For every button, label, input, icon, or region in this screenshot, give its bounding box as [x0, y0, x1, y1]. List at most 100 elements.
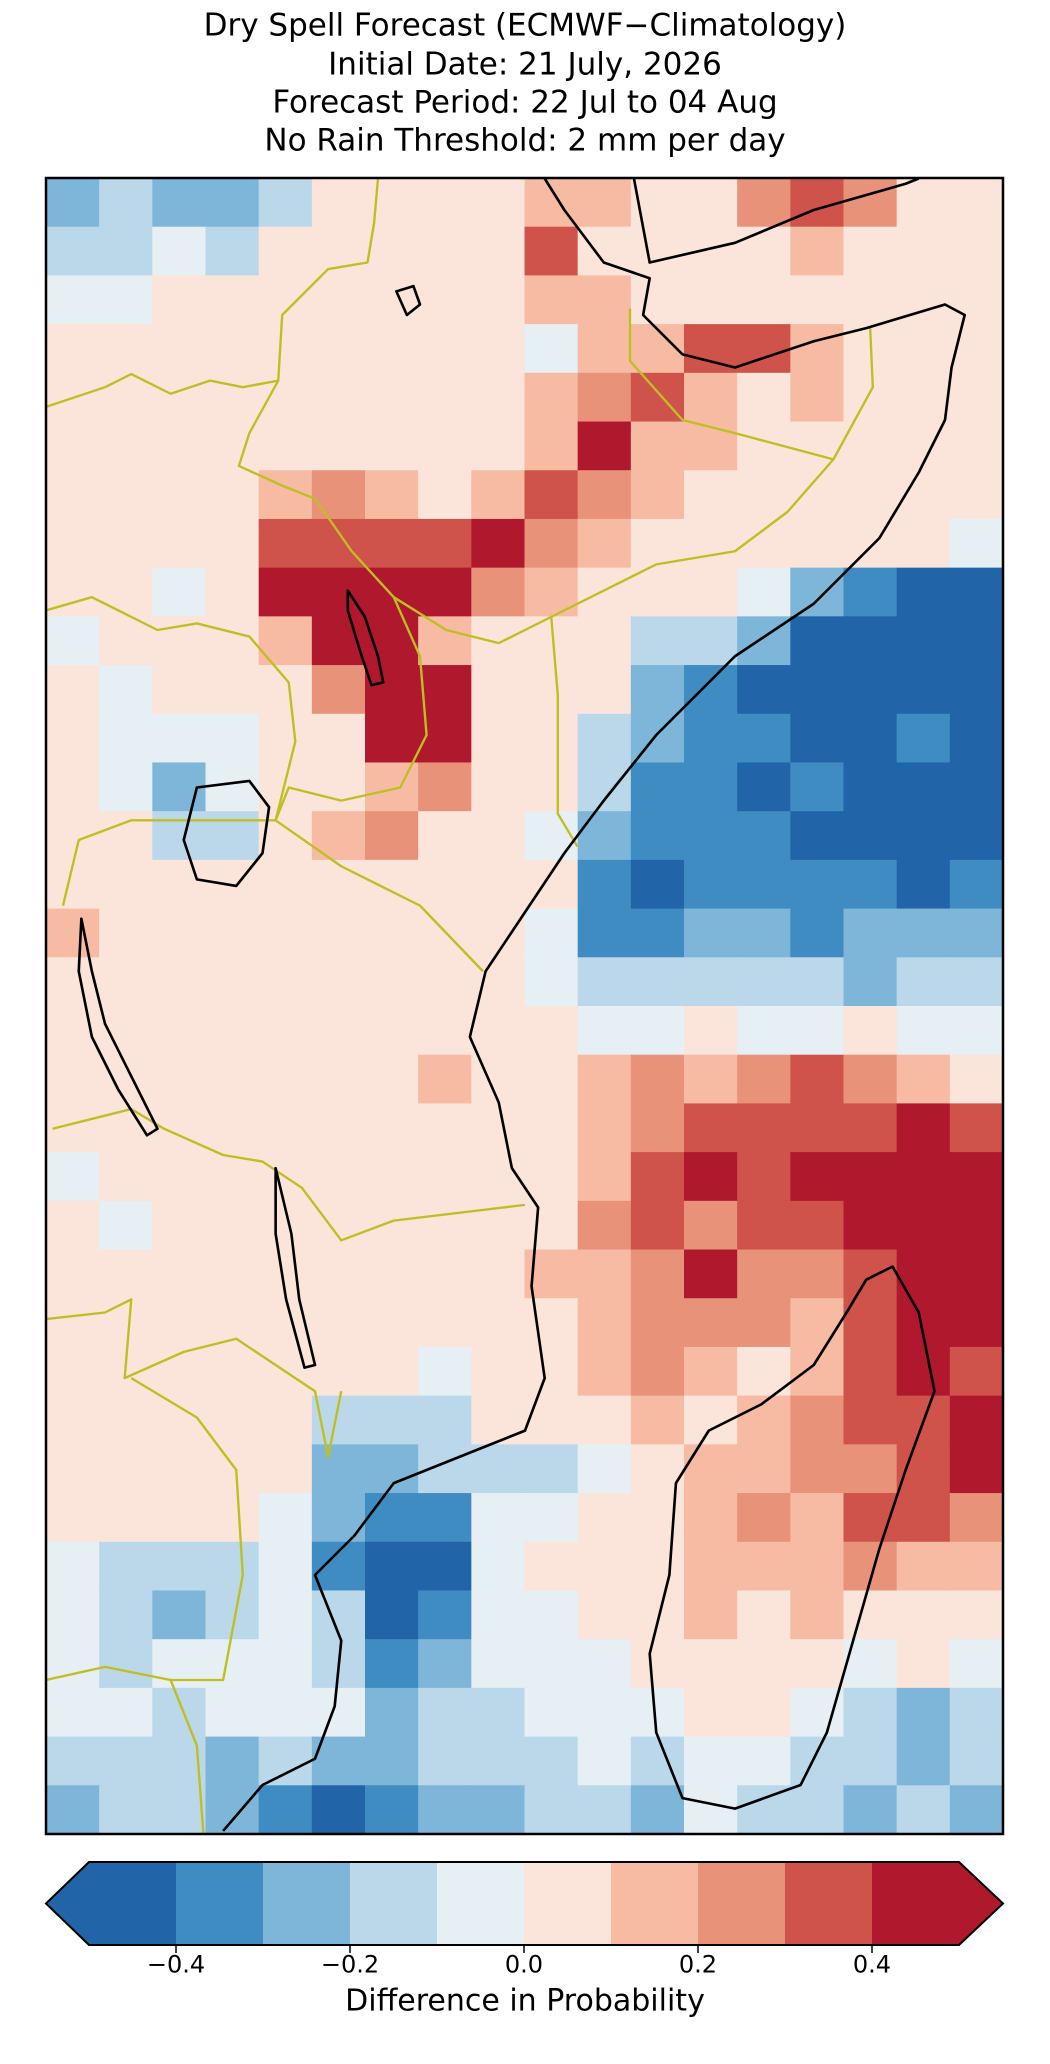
grid-cell: [418, 762, 472, 812]
grid-cell: [99, 616, 153, 666]
grid-cell: [949, 372, 1004, 423]
grid-cell: [418, 1054, 472, 1104]
grid-cell: [949, 1395, 1004, 1445]
grid-cell: [471, 762, 525, 812]
grid-cell: [790, 1785, 844, 1835]
grid-cell: [152, 178, 206, 228]
grid-cell: [471, 713, 525, 763]
grid-cell: [737, 811, 791, 861]
grid-cell: [205, 1006, 260, 1056]
grid-cell: [949, 908, 1004, 958]
lake: [395, 284, 422, 317]
grid-cell: [630, 470, 685, 520]
grid-cell: [737, 1493, 791, 1543]
grid-cell: [152, 1054, 206, 1104]
grid-cell: [311, 1493, 366, 1543]
grid-cell: [46, 1152, 100, 1202]
grid-cell: [471, 1006, 525, 1056]
grid-cell: [46, 1687, 100, 1738]
coastline: [632, 178, 920, 264]
grid-cell: [99, 518, 153, 569]
grid-cell: [258, 1103, 313, 1153]
grid-cell: [684, 1541, 738, 1591]
grid-cell: [99, 1639, 153, 1689]
grid-cell: [471, 811, 525, 861]
grid-cell: [258, 1541, 313, 1591]
grid-cell: [46, 1493, 100, 1543]
grid-cell: [152, 1541, 206, 1591]
grid-cell: [205, 1687, 260, 1738]
grid-cell: [949, 567, 1004, 617]
grid-cell: [46, 421, 100, 471]
grid-cell: [684, 1687, 738, 1738]
grid-cell: [577, 1736, 632, 1786]
grid-cell: [152, 1444, 206, 1494]
grid-cell: [418, 470, 472, 520]
grid-cell: [471, 1736, 525, 1786]
grid-cell: [205, 1346, 260, 1397]
grid-cell: [684, 616, 738, 666]
chart-subtitle: Forecast Period: 22 Jul to 04 Aug: [272, 85, 777, 121]
grid-cell: [949, 1054, 1004, 1104]
grid-cell: [258, 372, 313, 423]
grid-cell: [46, 1200, 100, 1251]
grid-cell: [630, 1103, 685, 1153]
grid-cell: [949, 1493, 1004, 1543]
grid-cell: [205, 811, 260, 861]
grid-cell: [365, 1395, 419, 1445]
grid-cell: [311, 226, 366, 276]
grid-cell: [577, 1444, 632, 1494]
grid-cell: [577, 421, 632, 471]
grid-cell: [205, 324, 260, 374]
grid-cell: [311, 1152, 366, 1202]
grid-cell: [258, 1444, 313, 1494]
grid-cell: [949, 178, 1004, 228]
grid-cell: [790, 1298, 844, 1348]
grid-cell: [205, 1785, 260, 1835]
country-border: [46, 372, 279, 408]
grid-cell: [152, 811, 206, 861]
grid-cell: [684, 275, 738, 325]
lake: [346, 589, 385, 687]
grid-cell: [418, 275, 472, 325]
grid-cell: [790, 1639, 844, 1689]
grid-cell: [152, 275, 206, 325]
grid-cell: [99, 324, 153, 374]
grid-cell: [365, 1054, 419, 1104]
grid-cell: [684, 470, 738, 520]
grid-cell: [46, 665, 100, 715]
grid-cell: [630, 1785, 685, 1835]
grid-cell: [365, 1493, 419, 1543]
colorbar-segment: [785, 1862, 873, 1945]
grid-cell: [577, 1298, 632, 1348]
grid-cell: [152, 1298, 206, 1348]
grid-cell: [46, 1395, 100, 1445]
grid-cell: [311, 1785, 366, 1835]
grid-cell: [577, 1493, 632, 1543]
grid-cell: [790, 1054, 844, 1104]
grid-cell: [311, 1103, 366, 1153]
grid-cell: [152, 421, 206, 471]
grid-cell: [949, 713, 1004, 763]
country-border: [237, 178, 874, 645]
grid-cell: [365, 1006, 419, 1056]
grid-cell: [524, 665, 579, 715]
grid-cell: [737, 324, 791, 374]
grid-cell: [46, 1444, 100, 1494]
grid-cell: [471, 1444, 525, 1494]
grid-cell: [684, 421, 738, 471]
grid-cell: [577, 859, 632, 910]
coastline: [222, 178, 966, 1832]
grid-cell: [896, 1493, 951, 1543]
grid-cell: [790, 1493, 844, 1543]
grid-cell: [949, 518, 1004, 569]
grid-cell: [896, 616, 951, 666]
grid-cell: [418, 1785, 472, 1835]
grid-cell: [577, 1590, 632, 1640]
grid-cell: [311, 957, 366, 1007]
colorbar-label: Difference in Probability: [345, 1984, 705, 2019]
grid-cell: [630, 1395, 685, 1445]
grid-cell: [737, 908, 791, 958]
lake: [274, 1166, 317, 1369]
